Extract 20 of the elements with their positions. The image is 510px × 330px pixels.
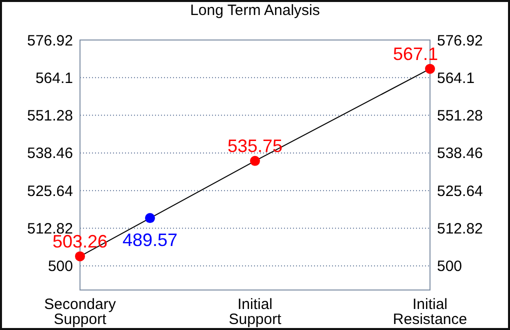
y2-tick-label: 500 (437, 258, 462, 276)
data-label: 535.75 (227, 136, 283, 156)
chart-title: Long Term Analysis (190, 2, 320, 19)
y-tick-label: 576.92 (27, 32, 73, 50)
y-tick-label: 525.64 (27, 182, 73, 200)
x-tick-label: Initial Resistance (392, 296, 468, 328)
y2-tick-label: 576.92 (437, 32, 483, 50)
y2-tick-label: 512.82 (437, 220, 483, 238)
y-tick-label: 564.1 (35, 70, 73, 87)
x-tick-label: Secondary Support (44, 296, 116, 328)
y-tick-label: 538.46 (27, 145, 73, 162)
y2-tick-label: 551.28 (437, 108, 483, 125)
data-label: 567.1 (392, 44, 438, 64)
y-tick-label: 551.28 (27, 108, 73, 125)
y2-tick-label: 525.64 (437, 182, 483, 200)
y-tick-label: 500 (48, 258, 73, 276)
y2-tick-label: 538.46 (437, 145, 483, 162)
x-tick-label: Initial Support (228, 296, 282, 328)
y2-tick-label: 564.1 (437, 70, 475, 87)
annotation: 489.57 (122, 230, 178, 250)
